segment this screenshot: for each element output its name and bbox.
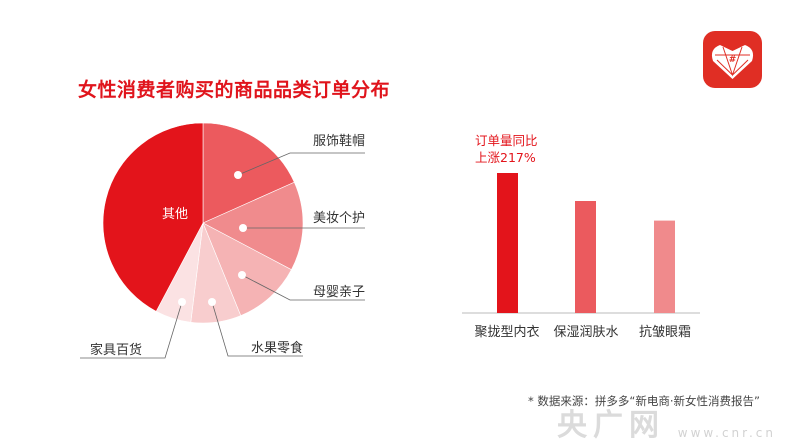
pie-label-snacks: 水果零食 [251, 340, 303, 356]
leader-dot-1 [239, 224, 247, 232]
pie-label-baby: 母婴亲子 [313, 285, 365, 300]
bar-2 [654, 220, 675, 313]
pie-label-home: 家具百货 [90, 342, 142, 358]
bar-label-2: 抗皱眼霜 [639, 324, 691, 340]
svg-text:#: # [729, 55, 737, 65]
leader-line-0 [237, 152, 365, 176]
leader-line-2 [241, 274, 365, 301]
watermark: 央广网 [557, 408, 665, 443]
bar-label-1: 保湿润肤水 [553, 325, 618, 340]
pie-slice-0 [202, 122, 295, 224]
leader-dot-2 [238, 271, 246, 279]
pie-slice-2 [202, 222, 292, 317]
pinduoduo-logo: # [703, 31, 762, 88]
leader-dot-3 [208, 298, 216, 306]
pie-chart [80, 122, 365, 359]
logo-heart-icon: # [711, 45, 754, 79]
data-source-note: * 数据来源：拼多多“新电商·新女性消费报告” [528, 394, 760, 408]
leader-line-3 [211, 301, 303, 357]
leader-dot-0 [234, 171, 242, 179]
bar-chart [462, 173, 700, 314]
chart-title: 女性消费者购买的商品品类订单分布 [78, 79, 391, 101]
pie-label-other: 其他 [162, 207, 188, 222]
watermark-url: www.cnr.cn [677, 426, 776, 440]
bar-label-0: 聚拢型内衣 [474, 324, 539, 340]
pie-slice-1 [202, 181, 304, 271]
bar-1 [575, 201, 596, 313]
leader-line-4 [80, 301, 183, 359]
pie-slice-5 [102, 122, 204, 312]
bar-0 [497, 173, 518, 313]
bar-annotation-line1: 订单量同比 [475, 133, 538, 148]
pie-label-clothing: 服饰鞋帽 [313, 133, 365, 149]
leader-dot-4 [178, 298, 186, 306]
pie-label-beauty: 美妆个护 [313, 211, 365, 226]
bar-annotation-line2: 上涨217% [475, 150, 536, 165]
